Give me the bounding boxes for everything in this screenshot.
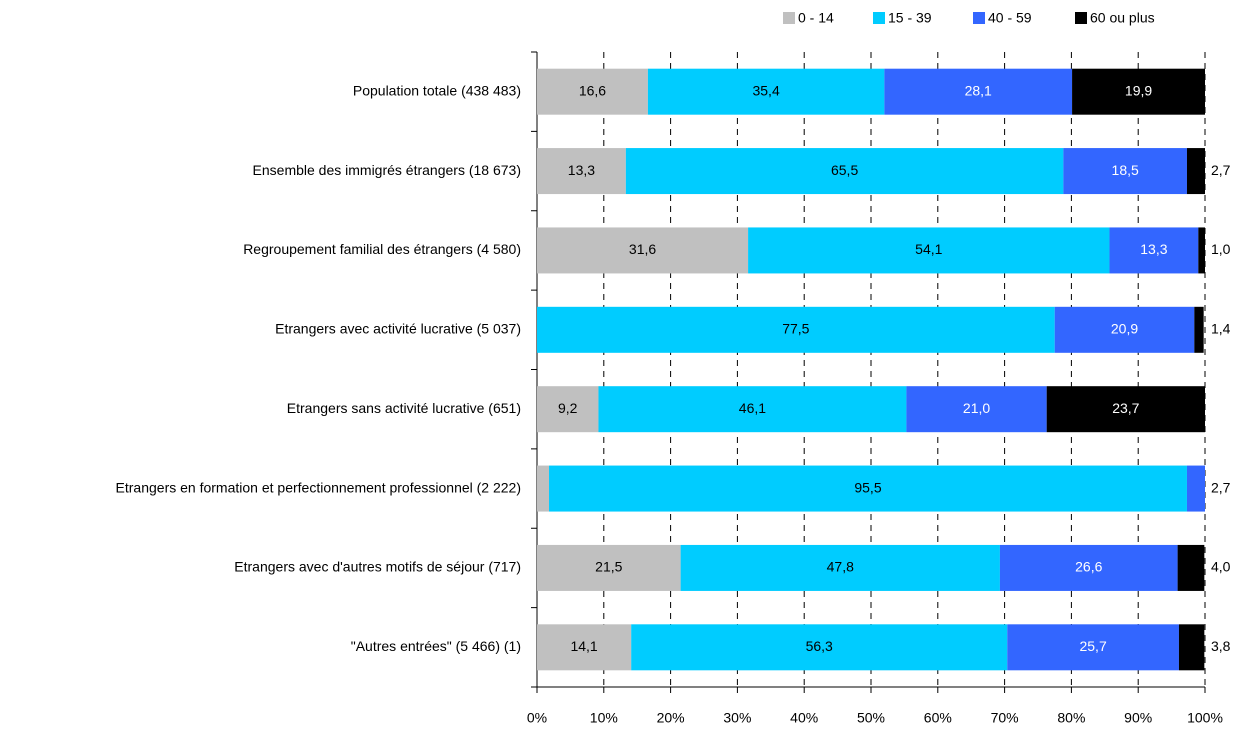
legend-label: 40 - 59 [988,10,1032,26]
data-label: 47,8 [827,559,854,575]
bar-segment [647,68,885,115]
data-label: 95,5 [854,479,881,495]
x-tick-label: 20% [657,710,685,726]
bar-segment [906,386,1047,433]
legend-swatch [783,12,795,24]
y-tick-label: Population totale (438 483) [353,82,521,98]
data-label: 26,6 [1075,559,1102,575]
bar-segment [1109,227,1199,274]
bar-segment [748,227,1110,274]
bar-segment [1054,306,1195,353]
bar-segment [537,624,632,671]
x-tick-label: 40% [790,710,818,726]
x-tick-label: 100% [1187,710,1223,726]
bar-segment [537,306,1055,353]
bar-segment [537,386,599,433]
data-label: 13,3 [568,162,595,178]
x-tick-label: 10% [590,710,618,726]
data-label: 2,7 [1211,162,1231,178]
y-tick-label: Etrangers avec activité lucrative (5 037… [275,321,521,337]
bar-segment [537,148,626,195]
data-label: 20,9 [1111,321,1138,337]
data-label: 77,5 [782,321,809,337]
bar-segment [1063,148,1187,195]
bar-segment [1186,148,1205,195]
bar-segment [1186,465,1205,512]
bar-segment [1178,624,1205,671]
data-label: 25,7 [1079,638,1106,654]
data-label: 14,1 [570,638,597,654]
data-label: 13,3 [1140,241,1167,257]
y-tick-label: Ensemble des immigrés étrangers (18 673) [253,162,521,178]
x-tick-label: 70% [991,710,1019,726]
bar-segment [537,227,749,274]
data-label: 46,1 [739,400,766,416]
legend-label: 60 ou plus [1090,10,1155,26]
bar-segment [1198,227,1205,274]
data-label: 18,5 [1112,162,1139,178]
y-tick-label: "Autres entrées" (5 466) (1) [351,638,521,654]
bar-segment [598,386,907,433]
y-tick-label: Etrangers avec d'autres motifs de séjour… [234,559,521,575]
bar-segment [1072,68,1205,115]
data-label: 2,7 [1211,479,1231,495]
bar-segment [1046,386,1205,433]
data-label: 1,4 [1211,321,1231,337]
bar-segment [549,465,1187,512]
x-tick-label: 90% [1124,710,1152,726]
data-label: 19,9 [1125,82,1152,98]
y-tick-label: Etrangers sans activité lucrative (651) [287,400,521,416]
x-tick-label: 80% [1057,710,1085,726]
data-label: 31,6 [629,241,656,257]
bar-segment [1177,544,1205,591]
x-tick-label: 30% [723,710,751,726]
data-label: 23,7 [1112,400,1139,416]
data-label: 4,0 [1211,559,1231,575]
data-label: 56,3 [806,638,833,654]
data-label: 9,2 [558,400,578,416]
data-label: 35,4 [752,82,779,98]
bar-segment [537,544,681,591]
data-label: 1,0 [1211,241,1231,257]
legend-swatch [873,12,885,24]
data-label: 28,1 [965,82,992,98]
bar-segment [631,624,1008,671]
x-tick-label: 0% [527,710,547,726]
data-label: 3,8 [1211,638,1231,654]
bar-segment [1007,624,1179,671]
bar-segment [537,68,648,115]
x-tick-label: 50% [857,710,885,726]
y-tick-label: Regroupement familial des étrangers (4 5… [243,241,521,257]
data-label: 16,6 [579,82,606,98]
y-tick-label: Etrangers en formation et perfectionneme… [116,479,521,495]
bar-segment [884,68,1073,115]
data-label: 21,0 [963,400,990,416]
legend-label: 0 - 14 [798,10,834,26]
data-label: 54,1 [915,241,942,257]
bar-segment [1194,306,1204,353]
legend-swatch [973,12,985,24]
legend-swatch [1075,12,1087,24]
legend-label: 15 - 39 [888,10,932,26]
bar-segment [537,465,550,512]
bar-segment [999,544,1178,591]
data-label: 21,5 [595,559,622,575]
bar-segment [625,148,1064,195]
x-tick-label: 60% [924,710,952,726]
data-label: 65,5 [831,162,858,178]
bar-segment [680,544,1000,591]
